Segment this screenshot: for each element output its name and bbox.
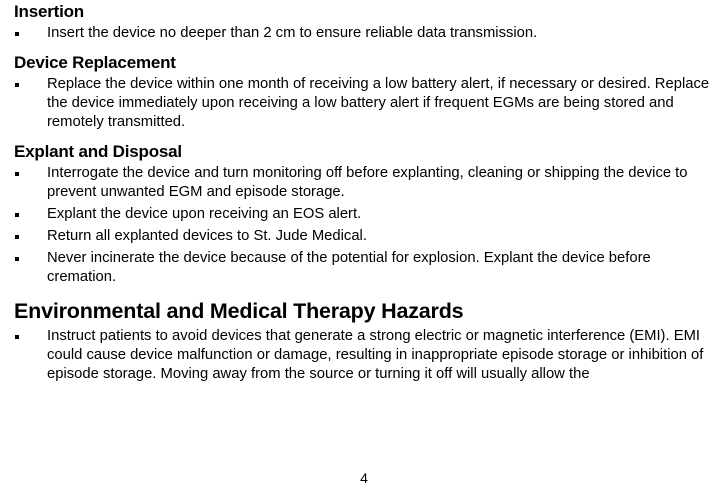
list-item: Instruct patients to avoid devices that … <box>14 327 710 384</box>
bullet-icon <box>15 213 19 217</box>
list-item-text: Never incinerate the device because of t… <box>47 249 710 287</box>
list-item-text: Replace the device within one month of r… <box>47 75 710 132</box>
list-item-text: Insert the device no deeper than 2 cm to… <box>47 24 710 43</box>
list-item: Return all explanted devices to St. Jude… <box>14 227 710 246</box>
list-item-text: Interrogate the device and turn monitori… <box>47 164 710 202</box>
list-item: Explant the device upon receiving an EOS… <box>14 205 710 224</box>
list-environmental-hazards: Instruct patients to avoid devices that … <box>14 327 710 384</box>
bullet-icon <box>15 172 19 176</box>
list-item-text: Instruct patients to avoid devices that … <box>47 327 710 384</box>
heading-environmental-hazards: Environmental and Medical Therapy Hazard… <box>14 299 710 324</box>
list-item: Insert the device no deeper than 2 cm to… <box>14 24 710 43</box>
page-number: 4 <box>0 470 728 486</box>
list-item: Replace the device within one month of r… <box>14 75 710 132</box>
bullet-icon <box>15 235 19 239</box>
heading-device-replacement: Device Replacement <box>14 53 710 73</box>
list-insertion: Insert the device no deeper than 2 cm to… <box>14 24 710 43</box>
heading-insertion: Insertion <box>14 2 710 22</box>
list-explant-disposal: Interrogate the device and turn monitori… <box>14 164 710 287</box>
bullet-icon <box>15 257 19 261</box>
list-item-text: Return all explanted devices to St. Jude… <box>47 227 710 246</box>
list-item: Never incinerate the device because of t… <box>14 249 710 287</box>
bullet-icon <box>15 83 19 87</box>
list-device-replacement: Replace the device within one month of r… <box>14 75 710 132</box>
list-item: Interrogate the device and turn monitori… <box>14 164 710 202</box>
bullet-icon <box>15 32 19 36</box>
bullet-icon <box>15 335 19 339</box>
list-item-text: Explant the device upon receiving an EOS… <box>47 205 710 224</box>
heading-explant-disposal: Explant and Disposal <box>14 142 710 162</box>
